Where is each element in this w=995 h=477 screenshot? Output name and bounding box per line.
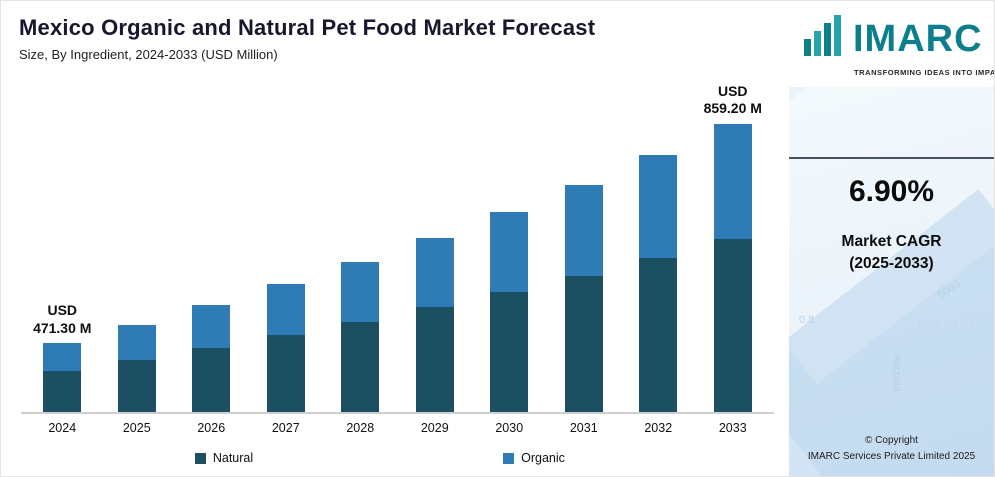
watermark-number: 0.8 — [799, 314, 815, 326]
stacked-bar — [192, 305, 231, 412]
x-axis-label: 2031 — [569, 421, 598, 435]
sidebar: IMARC TRANSFORMING IDEAS INTO IMPACT 6.9… — [786, 1, 994, 476]
bar-column — [547, 74, 622, 412]
value-label: USD 859.20 M — [703, 82, 762, 117]
bar-column — [621, 74, 696, 412]
copyright-line2: IMARC Services Private Limited 2025 — [807, 450, 976, 462]
plot-area: USD 471.30 M USD 859.20 M — [19, 74, 776, 412]
bar-column: USD 859.20 M — [696, 74, 771, 412]
stacked-bar — [713, 123, 752, 412]
bar-segment-organic — [639, 155, 678, 258]
x-axis-label: 2024 — [48, 421, 77, 435]
x-axis-label: 2033 — [718, 421, 747, 435]
x-axis-label: 2027 — [271, 421, 300, 435]
chart-panel: Mexico Organic and Natural Pet Food Mark… — [1, 1, 786, 476]
bar-segment-natural — [341, 321, 380, 412]
x-axis-label: 2025 — [122, 421, 151, 435]
cagr-label: Market CAGR (2025-2033) — [789, 231, 994, 276]
bar-column — [398, 74, 473, 412]
bar-column — [472, 74, 547, 412]
imarc-logo: IMARC TRANSFORMING IDEAS INTO IMPACT — [789, 1, 994, 87]
stacked-bar — [341, 261, 380, 412]
stacked-bar — [415, 237, 454, 412]
natural-swatch-icon — [194, 452, 206, 464]
value-label: USD 471.30 M — [33, 302, 92, 336]
copyright: © Copyright IMARC Services Private Limit… — [789, 433, 994, 464]
stacked-bar — [266, 284, 305, 412]
bar-segment-natural — [639, 257, 678, 412]
stacked-bar-chart: USD 471.30 M USD 859.20 M 2024 2025 2026 2027 2… — [19, 74, 776, 465]
bar-column — [323, 74, 398, 412]
legend-item-natural: Natural — [69, 451, 379, 465]
bar-segment-organic — [415, 237, 454, 308]
bar-segment-natural — [117, 359, 156, 412]
bar-column — [100, 74, 175, 412]
cagr-label-line1: Market CAGR — [841, 233, 942, 250]
stacked-bar — [43, 343, 82, 412]
imarc-logo-text: IMARC — [853, 17, 983, 60]
x-axis-label: 2032 — [644, 421, 673, 435]
bar-segment-natural — [192, 347, 231, 412]
bar-segment-organic — [43, 343, 82, 371]
x-axis-labels: 2024 2025 2026 2027 2028 2029 2030 2031 2032 2033 — [19, 421, 776, 435]
stacked-bar — [564, 184, 603, 412]
bar-segment-organic — [117, 324, 156, 360]
divider — [789, 157, 994, 159]
x-axis-label: 2030 — [495, 421, 524, 435]
bar-segment-organic — [490, 212, 529, 292]
legend-label: Organic — [521, 451, 565, 465]
stacked-bar — [490, 212, 529, 412]
bar-column — [174, 74, 249, 412]
bar-segment-natural — [564, 275, 603, 412]
stacked-bar — [639, 155, 678, 412]
bar-segment-natural — [43, 370, 82, 412]
bar-segment-natural — [266, 335, 305, 412]
page-title: Mexico Organic and Natural Pet Food Mark… — [19, 15, 596, 40]
page-subtitle: Size, By Ingredient, 2024-2033 (USD Mill… — [19, 47, 278, 62]
bar-segment-natural — [415, 307, 454, 412]
bar-column — [249, 74, 324, 412]
bar-segment-organic — [564, 184, 603, 276]
bar-segment-organic — [266, 284, 305, 336]
bar-segment-organic — [341, 261, 380, 322]
imarc-bar-chart-icon — [801, 13, 847, 64]
legend-item-organic: Organic — [379, 451, 689, 465]
x-axis-label: 2028 — [346, 421, 375, 435]
bar-segment-natural — [713, 239, 752, 412]
bar-column: USD 471.30 M — [25, 74, 100, 412]
cagr-value: 6.90% — [848, 175, 935, 208]
logo-tagline: TRANSFORMING IDEAS INTO IMPACT — [854, 68, 994, 77]
bar-segment-natural — [490, 292, 529, 412]
copyright-line1: © Copyright — [865, 435, 918, 446]
cagr-block: 6.90% Market CAGR (2025-2033) — [789, 159, 994, 276]
bar-segment-organic — [713, 123, 752, 240]
bar-segment-organic — [192, 305, 231, 348]
chart-legend: Natural Organic — [69, 451, 689, 465]
x-axis-line — [21, 412, 774, 414]
watermark-number: 4982048 — [890, 353, 901, 392]
legend-label: Natural — [212, 451, 254, 465]
stacked-bar — [117, 324, 156, 412]
x-axis-label: 2026 — [197, 421, 226, 435]
cagr-label-line2: (2025-2033) — [849, 255, 934, 273]
organic-swatch-icon — [503, 452, 515, 464]
watermark-number: 1 2 3 4 — [917, 319, 980, 329]
x-axis-label: 2029 — [420, 421, 449, 435]
